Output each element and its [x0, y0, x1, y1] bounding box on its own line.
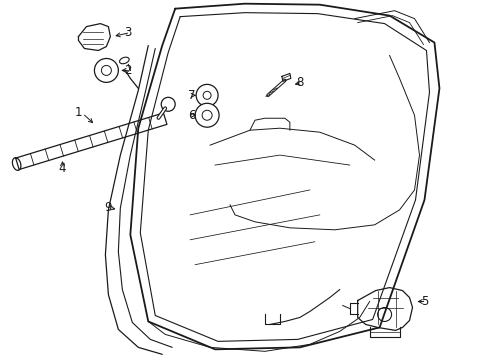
Circle shape	[195, 103, 219, 127]
Ellipse shape	[12, 158, 21, 170]
Text: 9: 9	[104, 201, 112, 215]
Text: 7: 7	[188, 89, 196, 102]
Text: 4: 4	[59, 162, 66, 175]
Circle shape	[94, 58, 118, 82]
Text: 2: 2	[124, 64, 132, 77]
Text: 1: 1	[75, 106, 82, 119]
Text: 8: 8	[296, 76, 303, 89]
Circle shape	[196, 84, 218, 106]
Polygon shape	[78, 24, 110, 50]
Text: 6: 6	[188, 109, 196, 122]
Text: 3: 3	[124, 26, 132, 39]
Polygon shape	[357, 288, 412, 330]
Text: 5: 5	[420, 295, 427, 308]
